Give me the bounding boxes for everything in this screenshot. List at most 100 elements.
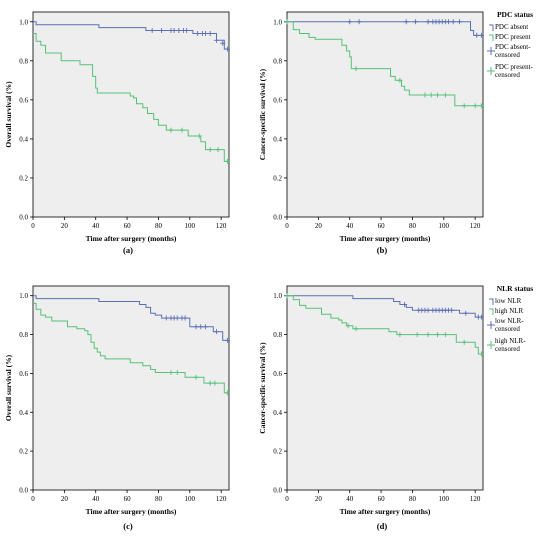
survival-curve-blue [287, 21, 483, 36]
censor-mark [347, 19, 353, 25]
chart-panel-4: 0.0 0.2 0.4 0.6 0.8 1.0 0 20 40 60 80 100 120 Time af… [258, 284, 533, 531]
censor-mark [202, 30, 208, 36]
y-tick-label: 0.6 [273, 96, 282, 104]
y-tick-label: 0.4 [19, 409, 28, 417]
y-tick-label: 0.2 [273, 448, 282, 456]
legend-title: NLR status [497, 284, 534, 293]
censor-mark [149, 28, 155, 34]
censor-mark [171, 28, 177, 34]
x-tick-label: 60 [378, 495, 386, 503]
censor-mark [450, 19, 456, 25]
legend-entry-label: high NLR [495, 307, 524, 315]
censor-mark [442, 92, 448, 98]
x-tick-label: 100 [185, 222, 196, 230]
censor-mark [402, 301, 408, 307]
censor-mark [435, 92, 441, 98]
x-tick-label: 120 [470, 222, 481, 230]
y-axis-label: Overall survival (%) [4, 81, 13, 148]
plot-area [32, 285, 230, 491]
x-tick-label: 120 [216, 495, 227, 503]
x-tick-label: 40 [92, 495, 100, 503]
censor-mark [224, 158, 230, 164]
censor-mark [176, 28, 182, 34]
legend-entry-label: PDC present [495, 33, 531, 41]
censor-mark [353, 66, 359, 72]
censor-mark [202, 324, 208, 330]
censor-mark [425, 332, 431, 338]
y-tick-label: 1.0 [19, 18, 28, 26]
y-tick-label: 1.0 [273, 292, 282, 300]
censor-mark [207, 30, 213, 36]
x-tick-label: 0 [31, 495, 35, 503]
legend-entry-label: censored [495, 345, 520, 353]
panel-label: (b) [377, 245, 388, 255]
censor-mark [463, 310, 469, 316]
plot-area [32, 11, 230, 218]
y-tick-label: 0.6 [19, 96, 28, 104]
y-axis-label: Cancer-specific survival (%) [258, 68, 267, 160]
x-tick-label: 80 [409, 222, 417, 230]
censor-mark [446, 19, 452, 25]
censor-mark [224, 46, 230, 52]
censor-mark [224, 390, 230, 396]
legend-entry-label: low NLR [495, 297, 522, 305]
censor-mark [413, 19, 419, 25]
x-tick-label: 80 [155, 222, 163, 230]
x-tick-label: 60 [124, 222, 132, 230]
survival-curve-green [33, 303, 229, 394]
x-tick-label: 40 [346, 495, 354, 503]
legend-swatch [489, 34, 494, 41]
legend-entry-label: censored [495, 325, 520, 333]
y-tick-label: 0.8 [273, 331, 282, 339]
censor-mark [456, 19, 462, 25]
censor-mark [474, 32, 480, 38]
x-tick-label: 60 [378, 222, 386, 230]
x-tick-label: 20 [315, 495, 323, 503]
censor-mark [472, 103, 478, 109]
y-tick-label: 0.0 [273, 214, 282, 222]
y-tick-label: 0.8 [19, 57, 28, 65]
censor-mark [224, 337, 230, 343]
y-tick-label: 0.2 [19, 448, 28, 456]
y-tick-label: 1.0 [273, 18, 282, 26]
censor-mark [159, 28, 165, 34]
censor-mark [179, 127, 185, 133]
censor-mark [174, 369, 180, 375]
legend: NLR status low NLR high NLR low NLR-censore… [487, 284, 533, 353]
x-tick-label: 20 [61, 222, 69, 230]
legend-swatch [487, 67, 495, 75]
x-tick-label: 0 [31, 222, 35, 230]
censor-mark [213, 37, 219, 43]
censor-mark [353, 326, 359, 332]
censor-mark [168, 127, 174, 133]
panel-label: (d) [377, 521, 388, 531]
censor-mark [425, 307, 431, 313]
censor-mark [435, 332, 441, 338]
censor-mark [461, 103, 467, 109]
legend-entry-label: censored [495, 71, 520, 79]
x-tick-label: 120 [216, 222, 227, 230]
legend-entry-label: censored [495, 51, 520, 59]
censor-mark [397, 77, 403, 83]
legend-entry-label: high NLR- [495, 337, 526, 345]
censor-mark [213, 329, 219, 335]
survival-curve-green [287, 21, 483, 107]
censor-mark [345, 323, 351, 329]
x-tick-label: 0 [285, 222, 289, 230]
censor-mark [196, 133, 202, 139]
y-tick-label: 0.4 [19, 135, 28, 143]
censor-mark [198, 324, 204, 330]
survival-curve-blue [33, 21, 229, 50]
x-tick-label: 100 [439, 222, 450, 230]
y-tick-label: 0.4 [273, 409, 282, 417]
y-tick-label: 0.2 [273, 174, 282, 182]
censor-mark [356, 19, 362, 25]
censor-mark [207, 147, 213, 153]
chart-panel-2: 0.0 0.2 0.4 0.6 0.8 1.0 0 20 40 60 80 100 120 Time af… [258, 10, 534, 255]
x-tick-label: 20 [315, 222, 323, 230]
chart-panel-1: 0.0 0.2 0.4 0.6 0.8 1.0 0 20 40 60 80 100 120 Time af… [4, 11, 230, 255]
censor-mark [207, 380, 213, 386]
plot-area [286, 11, 484, 218]
x-tick-label: 100 [439, 495, 450, 503]
